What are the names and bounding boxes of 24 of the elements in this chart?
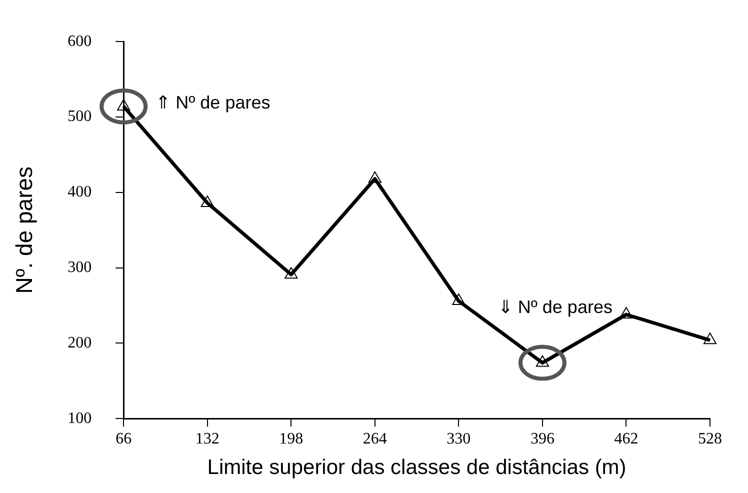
annotation: ⇑ Nº de pares	[156, 92, 270, 112]
y-tick-label: 600	[68, 32, 92, 50]
x-tick-label: 330	[446, 430, 471, 448]
y-tick-label: 200	[68, 334, 92, 352]
point	[452, 293, 466, 305]
x-tick-label: 462	[614, 430, 638, 448]
y-tick-label: 100	[68, 410, 92, 427]
point	[284, 267, 298, 279]
x-tick-label: 396	[530, 430, 554, 448]
annotation: ⇓ Nº de pares	[498, 296, 612, 317]
point	[200, 195, 214, 207]
y-tick-label: 300	[68, 259, 92, 276]
x-tick-label: 132	[195, 430, 220, 448]
y-tick-label: 500	[68, 108, 92, 126]
point	[368, 171, 382, 183]
y-axis-title: Nº. de pares	[11, 166, 38, 294]
x-tick-label: 198	[279, 430, 304, 448]
x-tick-label: 66	[116, 430, 132, 448]
point	[620, 307, 633, 319]
y-tick-label: 400	[68, 184, 92, 201]
x-tick-label: 264	[362, 430, 387, 448]
x-axis-title: Limite superior das classes de distâncias (m)	[207, 456, 626, 480]
x-tick-label: 528	[698, 430, 722, 448]
point	[703, 332, 717, 344]
